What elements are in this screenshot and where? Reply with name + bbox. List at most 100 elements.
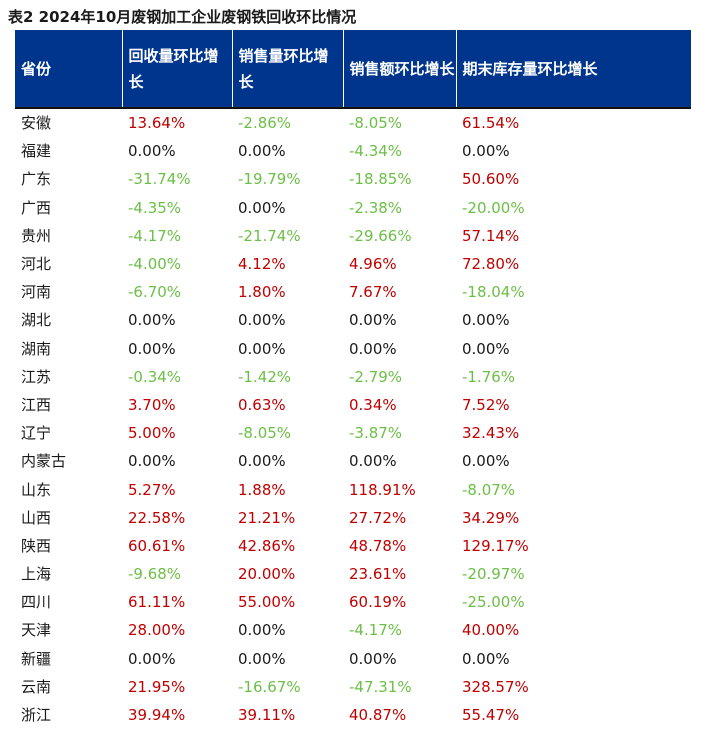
cell-ending-inventory: -18.04% [462, 283, 525, 302]
cell-recovery-volume: 0.00% [128, 142, 176, 161]
cell-ending-inventory: -20.97% [462, 565, 525, 584]
cell-sales-amount: 0.00% [349, 649, 397, 668]
table-body: 安徽 13.64% -2.86% -8.05% 61.54% 福建 0.00% 0.00% -4… [15, 108, 691, 729]
header-ending-inventory: 期末库存量环比增长 [455, 30, 691, 109]
cell-recovery-volume: 28.00% [128, 621, 186, 640]
cell-ending-inventory: 129.17% [462, 536, 529, 555]
table-row: 江西 3.70% 0.63% 0.34% 7.52% [15, 391, 691, 419]
cell-ending-inventory: -20.00% [462, 198, 525, 217]
header-recovery-volume: 回收量环比增长 [121, 30, 232, 109]
cell-ending-inventory: 57.14% [462, 226, 520, 245]
cell-ending-inventory: 0.00% [462, 311, 510, 330]
table-header: 省份 回收量环比增长 销售量环比增长 销售额环比增长 期末库存量环比增长 [15, 30, 691, 109]
cell-sales-amount: -2.38% [349, 198, 403, 217]
cell-province: 福建 [21, 142, 52, 161]
cell-sales-amount: -4.17% [349, 621, 403, 640]
table-row: 山西 22.58% 21.21% 27.72% 34.29% [15, 504, 691, 532]
cell-recovery-volume: -31.74% [128, 170, 191, 189]
cell-ending-inventory: -1.76% [462, 367, 516, 386]
cell-sales-amount: -29.66% [349, 226, 412, 245]
cell-province: 上海 [21, 565, 52, 584]
cell-sales-amount: -47.31% [349, 677, 412, 696]
header-province: 省份 [15, 30, 122, 109]
cell-ending-inventory: 328.57% [462, 677, 529, 696]
header-sales-volume: 销售量环比增长 [231, 30, 343, 109]
cell-recovery-volume: -4.35% [128, 198, 182, 217]
table-row: 安徽 13.64% -2.86% -8.05% 61.54% [15, 108, 691, 137]
cell-sales-amount: -3.87% [349, 424, 403, 443]
cell-province: 新疆 [21, 649, 52, 668]
cell-sales-volume: 0.00% [238, 649, 286, 668]
table-row: 河北 -4.00% 4.12% 4.96% 72.80% [15, 250, 691, 278]
cell-ending-inventory: 32.43% [462, 424, 520, 443]
cell-ending-inventory: 40.00% [462, 621, 520, 640]
cell-recovery-volume: -4.00% [128, 255, 182, 274]
cell-province: 辽宁 [21, 424, 52, 443]
cell-sales-volume: 0.00% [238, 452, 286, 471]
header-row: 省份 回收量环比增长 销售量环比增长 销售额环比增长 期末库存量环比增长 [15, 30, 691, 109]
cell-recovery-volume: 13.64% [128, 114, 186, 133]
cell-sales-amount: 60.19% [349, 593, 407, 612]
cell-province: 湖北 [21, 311, 52, 330]
table-row: 福建 0.00% 0.00% -4.34% 0.00% [15, 137, 691, 165]
cell-recovery-volume: 61.11% [128, 593, 186, 612]
table-row: 四川 61.11% 55.00% 60.19% -25.00% [15, 588, 691, 616]
recycling-table: 省份 回收量环比增长 销售量环比增长 销售额环比增长 期末库存量环比增长 安徽 1… [15, 30, 691, 729]
table-row: 贵州 -4.17% -21.74% -29.66% 57.14% [15, 222, 691, 250]
cell-recovery-volume: 5.00% [128, 424, 176, 443]
cell-sales-volume: -21.74% [238, 226, 301, 245]
cell-ending-inventory: 7.52% [462, 395, 510, 414]
cell-ending-inventory: 0.00% [462, 452, 510, 471]
cell-ending-inventory: 0.00% [462, 649, 510, 668]
cell-sales-volume: 0.00% [238, 339, 286, 358]
cell-recovery-volume: -0.34% [128, 367, 182, 386]
table-title: 表2 2024年10月废钢加工企业废钢铁回收环比情况 [8, 8, 357, 26]
cell-recovery-volume: 5.27% [128, 480, 176, 499]
table-row: 山东 5.27% 1.88% 118.91% -8.07% [15, 475, 691, 503]
cell-recovery-volume: 39.94% [128, 706, 186, 725]
cell-sales-amount: 0.00% [349, 311, 397, 330]
cell-sales-volume: 20.00% [238, 565, 296, 584]
table-row: 内蒙古 0.00% 0.00% 0.00% 0.00% [15, 447, 691, 475]
cell-ending-inventory: 72.80% [462, 255, 520, 274]
cell-sales-volume: 39.11% [238, 706, 296, 725]
cell-province: 广东 [21, 170, 52, 189]
cell-recovery-volume: -4.17% [128, 226, 182, 245]
cell-recovery-volume: 3.70% [128, 395, 176, 414]
cell-province: 河北 [21, 255, 52, 274]
cell-recovery-volume: 0.00% [128, 649, 176, 668]
cell-sales-amount: 0.00% [349, 452, 397, 471]
cell-recovery-volume: 60.61% [128, 536, 186, 555]
table-row: 辽宁 5.00% -8.05% -3.87% 32.43% [15, 419, 691, 447]
cell-sales-amount: 23.61% [349, 565, 407, 584]
cell-province: 陕西 [21, 536, 52, 555]
cell-recovery-volume: 0.00% [128, 452, 176, 471]
cell-sales-volume: -16.67% [238, 677, 301, 696]
cell-recovery-volume: 0.00% [128, 311, 176, 330]
cell-ending-inventory: 0.00% [462, 142, 510, 161]
cell-ending-inventory: 34.29% [462, 508, 520, 527]
cell-province: 贵州 [21, 226, 52, 245]
cell-sales-volume: 0.00% [238, 142, 286, 161]
cell-recovery-volume: 0.00% [128, 339, 176, 358]
table-row: 广东 -31.74% -19.79% -18.85% 50.60% [15, 165, 691, 193]
cell-province: 河南 [21, 283, 52, 302]
cell-province: 山西 [21, 508, 52, 527]
table-row: 湖南 0.00% 0.00% 0.00% 0.00% [15, 335, 691, 363]
cell-sales-amount: 7.67% [349, 283, 397, 302]
cell-sales-amount: 48.78% [349, 536, 407, 555]
table-row: 河南 -6.70% 1.80% 7.67% -18.04% [15, 278, 691, 306]
table-row: 湖北 0.00% 0.00% 0.00% 0.00% [15, 306, 691, 334]
cell-sales-amount: 0.00% [349, 339, 397, 358]
header-sales-amount: 销售额环比增长 [342, 30, 456, 109]
cell-sales-volume: -2.86% [238, 114, 292, 133]
cell-province: 江西 [21, 395, 52, 414]
cell-province: 四川 [21, 593, 52, 612]
cell-sales-volume: 4.12% [238, 255, 286, 274]
cell-province: 浙江 [21, 706, 52, 725]
cell-sales-volume: -8.05% [238, 424, 292, 443]
cell-sales-amount: 27.72% [349, 508, 407, 527]
cell-sales-volume: 42.86% [238, 536, 296, 555]
cell-sales-amount: 0.34% [349, 395, 397, 414]
cell-province: 江苏 [21, 367, 52, 386]
